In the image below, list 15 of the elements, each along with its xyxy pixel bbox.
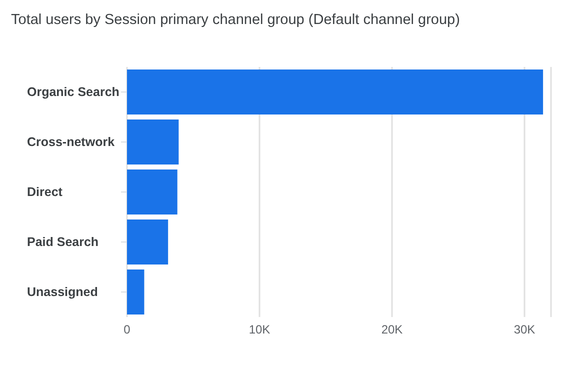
y-tick-label: Organic Search bbox=[27, 85, 120, 99]
bar bbox=[127, 70, 544, 114]
x-tick-label: 10K bbox=[248, 322, 270, 337]
y-tick-label: Paid Search bbox=[27, 235, 99, 249]
y-tick-label: Direct bbox=[27, 185, 64, 199]
chart-title: Total users by Session primary channel group (Default channel group) bbox=[11, 12, 460, 28]
bar bbox=[127, 120, 179, 164]
y-tick-label: Unassigned bbox=[27, 285, 98, 299]
bar bbox=[127, 220, 168, 264]
bar bbox=[127, 170, 178, 214]
x-tick-label: 20K bbox=[381, 322, 403, 337]
x-tick-label: 30K bbox=[514, 322, 536, 337]
x-tick-label: 0 bbox=[124, 322, 131, 337]
bar bbox=[127, 270, 144, 314]
y-tick-label: Cross-network bbox=[27, 135, 115, 149]
